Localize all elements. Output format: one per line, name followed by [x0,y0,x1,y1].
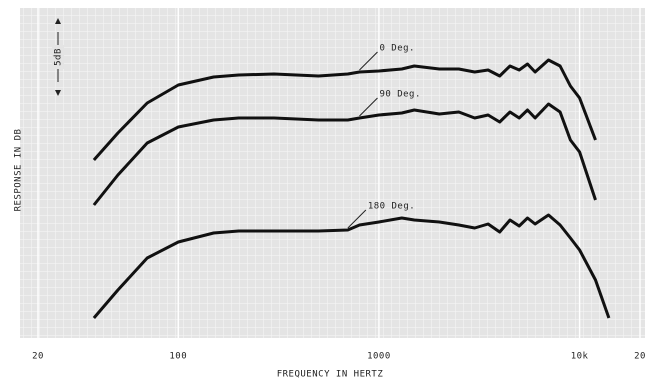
scale-bg [52,45,64,69]
x-tick-label: 10k [571,352,589,362]
scale-arrow [55,18,61,24]
response-curve [92,213,611,319]
x-tick-label: 100 [169,352,187,362]
graph-paper [20,8,645,338]
scale-label: 5dB [54,48,64,66]
response-curve [92,102,597,206]
x-tick-label: 20 [634,352,645,362]
curve-label: 180 Deg. [368,202,415,212]
curve-label: 0 Deg. [379,44,415,54]
leader-line [359,51,378,71]
x-axis-label: FREQUENCY IN HERTZ [277,370,384,380]
x-tick-label: 20 [32,352,44,362]
y-axis-label: RESPONSE IN DB [14,129,24,212]
leader-line [347,209,367,229]
x-tick-label: 1000 [367,352,391,362]
leader-line [359,97,378,117]
curve-label: 90 Deg. [379,90,420,100]
scale-arrow [55,90,61,96]
response-curve [92,58,597,161]
